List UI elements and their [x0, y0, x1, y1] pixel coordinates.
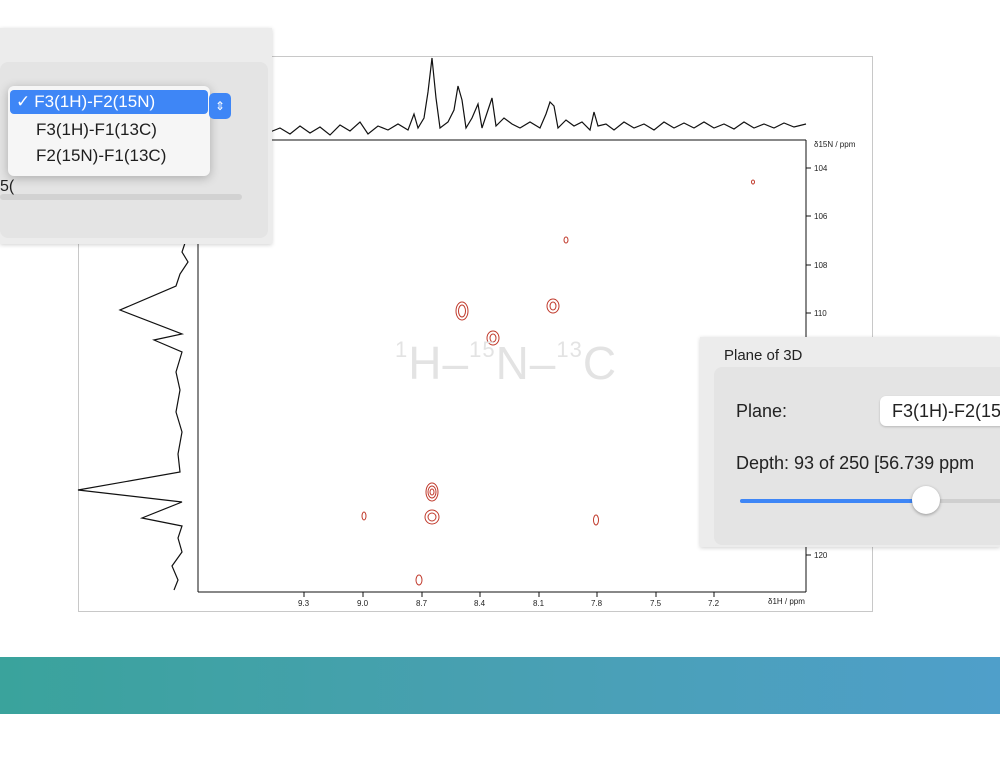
left-projection-trace — [77, 239, 189, 591]
depth-label: Depth: 93 of 250 [56.739 ppm — [736, 453, 975, 473]
nuclei-watermark: 1H–15N–13C — [395, 337, 618, 389]
panel-title: Plane of 3D — [724, 347, 803, 364]
x-tick-label: 8.4 — [474, 599, 486, 608]
peak — [361, 511, 367, 521]
plane-option-f3-f1[interactable]: F3(1H)-F1(13C) — [36, 120, 157, 139]
partial-text: 5( — [0, 178, 15, 195]
x-tick-label: 9.3 — [298, 599, 310, 608]
x-tick-label: 8.7 — [416, 599, 428, 608]
depth-slider[interactable] — [740, 486, 1000, 514]
x-axis-ticks — [303, 592, 715, 597]
x-axis-title: δ1H / ppm — [768, 597, 805, 606]
plane-option-f2-f1[interactable]: F2(15N)-F1(13C) — [36, 146, 167, 165]
peak — [486, 330, 500, 346]
peak — [458, 304, 466, 318]
y-axis-title: δ15N / ppm — [814, 140, 856, 149]
plane-dropdown-menu[interactable]: ✓ F3(1H)-F2(15N) F3(1H)-F1(13C) F2(15N)-F… — [8, 86, 210, 176]
y-tick-label: 108 — [814, 261, 828, 270]
contour-peaks — [361, 179, 755, 586]
peak — [427, 512, 437, 522]
depth-slider-knob[interactable] — [912, 486, 940, 514]
peak — [549, 301, 557, 311]
peak — [429, 488, 435, 496]
checkmark-icon: ✓ — [16, 92, 31, 111]
peak — [425, 482, 439, 502]
plane-option-f3-f2[interactable]: ✓ F3(1H)-F2(15N) — [10, 90, 208, 114]
plane-select[interactable]: F3(1H)-F2(15 — [880, 396, 1000, 426]
depth-slider-fill — [740, 499, 926, 503]
peak — [455, 301, 469, 321]
gradient-banner — [0, 657, 1000, 714]
peak — [593, 514, 599, 526]
x-tick-label: 7.5 — [650, 599, 662, 608]
x-tick-label: 7.2 — [708, 599, 720, 608]
panel-strip — [0, 194, 242, 200]
peak — [415, 574, 423, 586]
y-axis-ticks — [806, 167, 811, 556]
y-tick-label: 106 — [814, 212, 828, 221]
peak — [563, 236, 569, 244]
y-tick-label: 120 — [814, 551, 828, 560]
peak — [751, 179, 755, 185]
top-projection-trace — [269, 57, 807, 136]
peak — [427, 485, 437, 499]
peak — [489, 333, 497, 343]
x-tick-label: 9.0 — [357, 599, 369, 608]
chevron-up-down-icon[interactable]: ⇕ — [209, 93, 231, 119]
peak — [424, 509, 440, 525]
x-tick-label: 8.1 — [533, 599, 545, 608]
y-tick-label: 110 — [814, 309, 827, 318]
y-tick-label: 104 — [814, 164, 828, 173]
x-tick-label: 7.8 — [591, 599, 603, 608]
plane-label: Plane: — [736, 401, 788, 421]
plane-of-3d-panel: Plane of 3D Plane: F3(1H)-F2(15 Depth: 9… — [700, 337, 1000, 547]
peak — [546, 298, 560, 314]
